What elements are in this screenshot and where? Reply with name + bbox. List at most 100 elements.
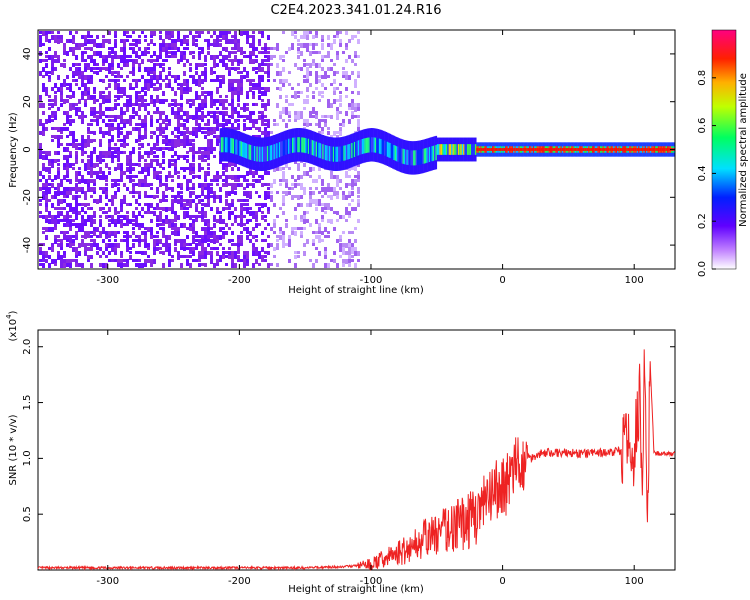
spectrogram-cell [150,227,153,232]
spectrogram-cell [357,39,360,44]
spectrogram-cell [231,138,234,154]
spectrogram-cell [318,142,320,158]
spectrogram-cell [240,259,243,262]
spectrogram-cell [156,111,159,114]
spectrogram-cell [156,159,159,164]
spectrogram-cell [180,115,183,120]
spectrogram-cell [213,175,216,179]
spectrogram-cell [345,75,348,80]
spectrogram-cell [243,179,246,182]
spectrogram-cell [147,183,150,187]
spectrogram-cell [111,247,114,252]
spectrogram-cell [231,203,234,207]
spectrogram-cell [123,111,126,115]
spectrogram-cell [147,259,150,263]
spectrogram-cell [336,115,339,120]
spectrogram-cell [279,183,282,186]
spectrogram-cell [150,39,153,44]
spectrogram-cell [309,187,312,190]
spectrogram-cell [267,243,270,248]
spectrogram-cell [192,239,195,244]
spectrogram-cell [447,144,449,155]
spectrogram-cell [578,148,581,151]
spectrogram-cell [336,131,339,134]
spectrogram-cell [174,51,177,56]
spectrogram-cell [183,175,186,179]
spectrogram-cell [162,63,165,66]
spectrogram-cell [87,75,90,80]
spectrogram-cell [345,95,348,98]
spectrogram-cell [126,211,129,214]
spectrogram-cell [177,227,180,231]
spectrogram-cell [87,183,90,187]
spectrogram-cell [280,141,282,157]
spectrogram-cell [336,195,339,199]
spectrogram-cell [72,247,75,252]
spectrogram-cell [351,59,354,63]
spectrogram-cell [204,123,207,126]
spectrogram-cell [159,223,162,226]
spectrogram-cell [99,139,102,144]
spectrogram-cell [290,138,293,154]
spectrogram-cell [315,63,318,68]
spectrogram-cell [330,175,333,179]
spectrogram-cell [156,87,159,91]
spectrogram-cell [339,43,342,47]
spectrogram-cell [57,207,60,210]
spectrogram-cell [57,127,60,132]
spectrogram-cell [60,243,63,248]
spectrogram-cell [333,79,336,84]
spectrogram-cell [267,171,270,175]
spectrogram-cell [300,67,303,71]
spectrogram-cell [168,35,171,40]
spectrogram-cell [183,83,186,86]
spectrogram-cell [150,159,153,163]
spectrogram-cell [81,151,84,156]
spectrogram-cell [120,55,123,60]
spectrogram-cell [315,179,318,183]
spectrogram-cell [564,148,567,151]
spectrogram-cell [237,251,240,254]
spectrogram-cell [153,235,156,238]
spectrogram-cell [168,139,171,143]
spectrogram-cell [48,39,51,43]
spectrogram-cell [111,47,114,51]
spectrogram-cell [99,43,102,48]
spectrogram-cell [171,175,174,178]
spectrogram-cell [84,163,87,168]
spectrogram-cell [225,35,228,39]
spectrogram-cell [522,148,524,151]
spectrogram-cell [246,227,249,232]
spectrogram-cell [216,115,219,119]
spectrogram-cell [114,143,117,146]
spectrogram-cell [207,223,210,227]
spectrogram-cell [81,239,84,244]
spectrogram-cell [123,143,126,148]
spectrogram-cell [222,35,225,40]
spectrogram-cell [54,111,57,116]
spectrogram-cell [348,75,351,80]
spectrogram-cell [237,91,240,95]
spectrogram-cell [324,263,327,268]
spectrogram-cell [186,131,189,134]
spectrogram-cell [267,67,270,72]
spectrogram-cell [660,148,663,151]
spectrogram-cell [114,39,117,44]
spectrogram-cell [264,251,267,254]
spectrogram-cell [75,159,78,164]
spectrogram-cell [207,191,210,195]
spectrogram-cell [105,59,108,63]
spectrogram-cell [42,227,45,230]
spectrogram-cell [42,131,45,136]
spectrogram-cell [165,115,168,120]
spectrogram-cell [150,35,153,38]
spectrogram-cell [222,179,225,182]
spectrogram-cell [614,148,617,151]
spectrogram-cell [354,227,357,230]
spectrogram-cell [261,239,264,242]
spectrogram-cell [123,31,126,36]
spectrogram-cell [324,123,327,127]
spectrogram-cell [150,123,153,127]
spectrogram-cell [147,79,150,83]
spectrogram-cell [183,39,186,44]
